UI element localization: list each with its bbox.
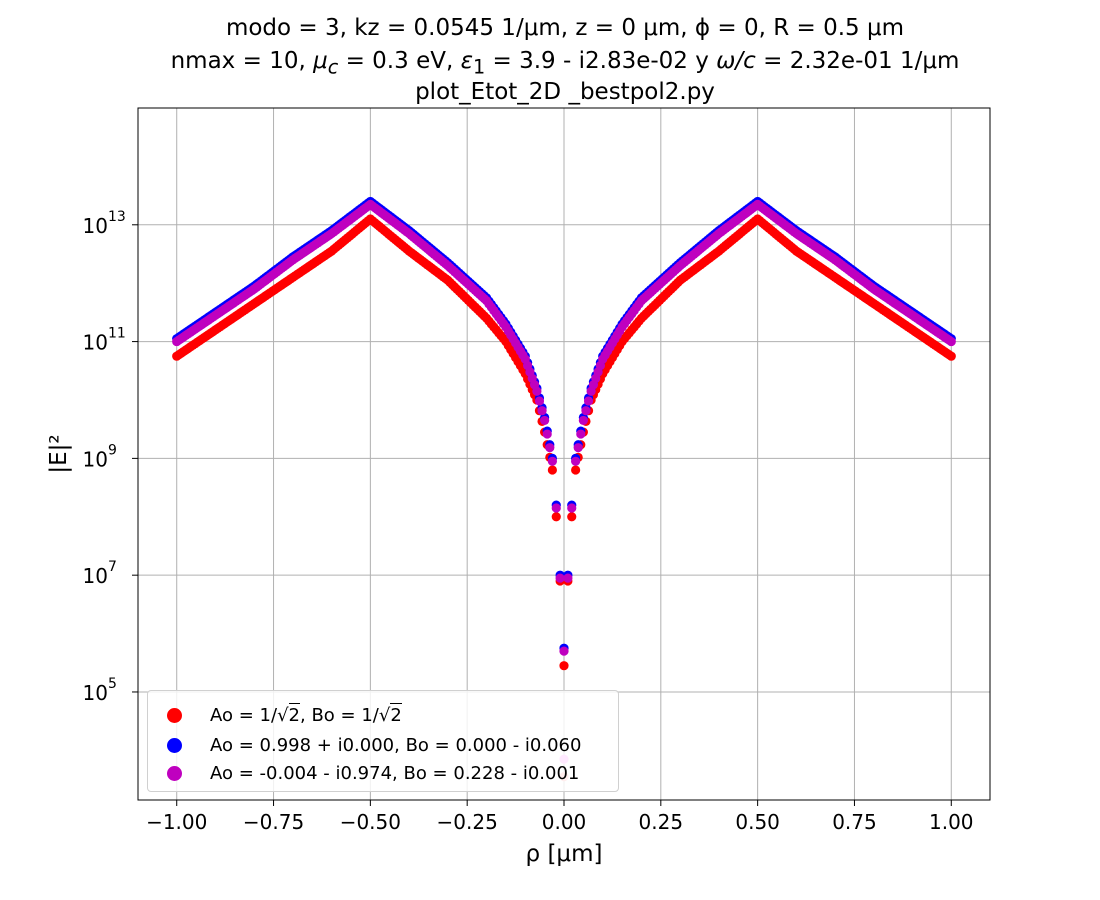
data-point bbox=[532, 386, 542, 396]
legend-item-series-3: Ao = -0.004 - i0.974, Bo = 0.228 - i0.00… bbox=[148, 759, 618, 789]
data-point bbox=[559, 646, 569, 656]
y-tick-label: 10 bbox=[83, 681, 108, 705]
y-tick-label: 10 bbox=[83, 564, 108, 588]
data-point bbox=[583, 396, 594, 406]
chart-title-line-3: plot_Etot_2D _bestpol2.py bbox=[415, 79, 715, 105]
x-axis-label: ρ [μm] bbox=[526, 841, 603, 867]
data-point bbox=[581, 406, 591, 416]
x-tick-label: 1.00 bbox=[929, 810, 974, 834]
chart-title-line-1: modo = 3, kz = 0.0545 1/μm, z = 0 μm, ϕ … bbox=[225, 15, 905, 41]
data-point bbox=[547, 456, 557, 466]
legend-item-series-2: Ao = 0.998 + i0.000, Bo = 0.000 - i0.060 bbox=[148, 731, 618, 761]
data-point bbox=[578, 415, 588, 426]
data-point bbox=[545, 443, 555, 453]
x-tick-label: 0.00 bbox=[542, 810, 587, 834]
legend-marker-red bbox=[167, 708, 182, 723]
data-point bbox=[576, 429, 586, 439]
data-point bbox=[534, 396, 545, 406]
data-point bbox=[571, 456, 581, 466]
data-point bbox=[540, 415, 550, 426]
x-tick-label: −1.00 bbox=[146, 810, 207, 834]
data-point bbox=[551, 512, 561, 522]
data-point bbox=[547, 465, 557, 475]
x-tick-label: 0.25 bbox=[639, 810, 684, 834]
legend-label-series-1: Ao = 1/√2, Bo = 1/√2 bbox=[210, 703, 402, 726]
data-point bbox=[946, 351, 956, 361]
y-axis-label: |E|² bbox=[46, 434, 72, 473]
data-point bbox=[573, 443, 583, 453]
y-tick-exponent: 11 bbox=[108, 326, 126, 342]
y-tick-exponent: 13 bbox=[108, 209, 126, 225]
x-tick-label: 0.50 bbox=[735, 810, 780, 834]
y-tick-exponent: 9 bbox=[108, 442, 117, 458]
x-tick-label: 0.75 bbox=[832, 810, 877, 834]
legend-label-series-2: Ao = 0.998 + i0.000, Bo = 0.000 - i0.060 bbox=[210, 735, 582, 756]
legend: Ao = 1/√2, Bo = 1/√2 Ao = 0.998 + i0.000… bbox=[147, 690, 619, 792]
data-point bbox=[537, 406, 547, 416]
legend-label-series-3: Ao = -0.004 - i0.974, Bo = 0.228 - i0.00… bbox=[210, 763, 580, 784]
data-point bbox=[567, 503, 577, 513]
data-point bbox=[551, 503, 561, 513]
data-point bbox=[567, 512, 577, 522]
y-tick-exponent: 5 bbox=[108, 676, 117, 692]
x-tick-label: −0.50 bbox=[340, 810, 401, 834]
data-point bbox=[542, 429, 552, 439]
data-point bbox=[563, 573, 573, 583]
y-tick-label: 10 bbox=[83, 214, 108, 238]
y-tick-exponent: 7 bbox=[108, 559, 117, 575]
data-point bbox=[571, 465, 581, 475]
data-point bbox=[946, 336, 956, 347]
x-tick-label: −0.25 bbox=[437, 810, 498, 834]
data-point bbox=[555, 573, 565, 583]
y-tick-label: 10 bbox=[83, 331, 108, 355]
legend-marker-blue bbox=[167, 738, 182, 753]
x-tick-label: −0.75 bbox=[243, 810, 304, 834]
data-point bbox=[559, 661, 569, 671]
legend-item-series-1: Ao = 1/√2, Bo = 1/√2 bbox=[148, 701, 618, 731]
y-tick-label: 10 bbox=[83, 447, 108, 471]
chart-title-line-2: nmax = 10, μc = 0.3 eV, ε1 = 3.9 - i2.83… bbox=[170, 48, 960, 79]
legend-marker-magenta bbox=[167, 766, 182, 781]
